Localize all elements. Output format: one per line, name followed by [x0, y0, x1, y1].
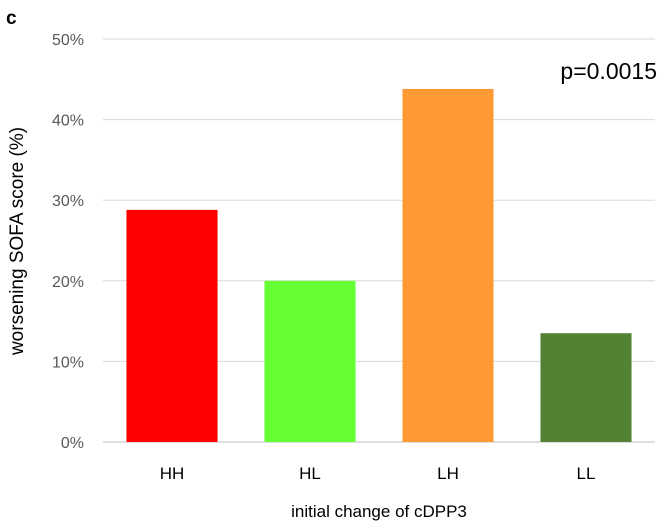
x-category-label-hl: HL: [299, 464, 321, 483]
y-tick-label: 10%: [52, 354, 84, 371]
bar-hl: [264, 280, 356, 442]
bar-ll: [540, 333, 632, 442]
x-category-labels: HH HL LH LL: [160, 464, 596, 483]
x-category-label-lh: LH: [437, 464, 459, 483]
y-tick-label: 20%: [52, 274, 84, 291]
panel-label: c: [6, 8, 17, 29]
y-tick-label: 0%: [61, 435, 84, 452]
x-axis-title: initial change of cDPP3: [291, 502, 467, 521]
x-category-label-hh: HH: [160, 464, 185, 483]
y-axis-title: worsening SOFA score (%): [7, 127, 28, 356]
y-tick-label: 30%: [52, 193, 84, 210]
y-tick-labels: 0% 10% 20% 30% 40% 50%: [52, 32, 84, 452]
bar-hh: [126, 209, 218, 442]
y-tick-label: 40%: [52, 113, 84, 130]
y-tick-label: 50%: [52, 32, 84, 49]
x-category-label-ll: LL: [577, 464, 596, 483]
p-value-annotation: p=0.0015: [560, 58, 657, 84]
bars: [126, 88, 632, 443]
bar-lh: [402, 88, 494, 443]
